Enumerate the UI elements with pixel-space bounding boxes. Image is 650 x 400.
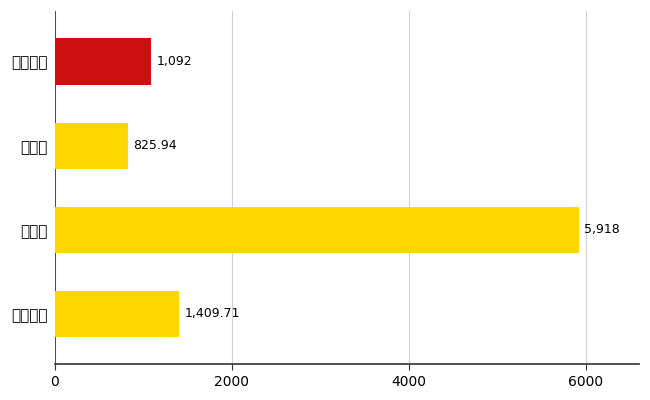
Bar [55, 38, 151, 85]
Text: 1,092: 1,092 [157, 55, 192, 68]
Text: 825.94: 825.94 [133, 139, 177, 152]
Text: 1,409.71: 1,409.71 [185, 308, 240, 320]
Bar [55, 291, 179, 337]
Text: 5,918: 5,918 [584, 223, 619, 236]
Bar [55, 122, 127, 169]
Bar [55, 207, 578, 253]
